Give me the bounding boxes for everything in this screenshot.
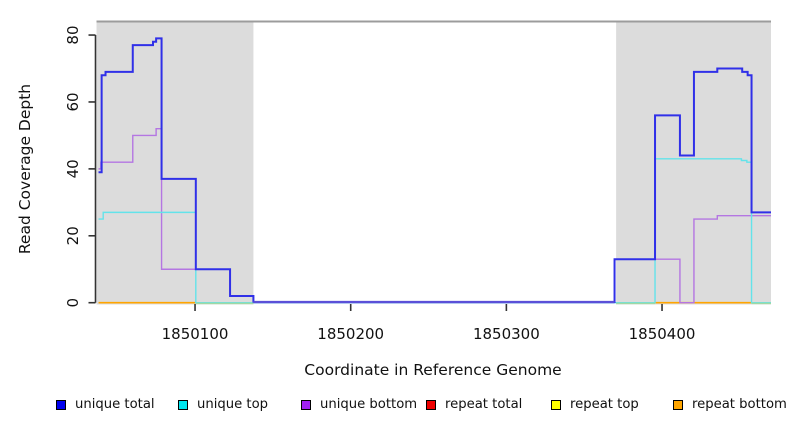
y-tick-label: 20 xyxy=(64,226,82,245)
legend-swatch-repeat-total xyxy=(426,400,436,410)
legend-swatch-unique-bottom xyxy=(301,400,311,410)
legend-swatch-unique-total xyxy=(56,400,66,410)
legend-item-unique-top: unique top xyxy=(178,396,268,414)
legend-label: unique bottom xyxy=(320,397,418,412)
x-axis-title: Coordinate in Reference Genome xyxy=(304,361,561,379)
chart-legend: unique total unique top unique bottom repea… xyxy=(0,396,792,416)
x-tick-label: 1850200 xyxy=(317,325,384,343)
legend-label: unique total xyxy=(75,397,155,412)
series-line-unique-total xyxy=(98,37,771,304)
legend-label: repeat total xyxy=(445,397,523,412)
legend-swatch-repeat-top xyxy=(551,400,561,410)
legend-item-repeat-bottom: repeat bottom xyxy=(673,396,787,414)
legend-label: repeat top xyxy=(570,397,639,412)
x-tick-label: 1850100 xyxy=(162,325,229,343)
x-tick-label: 1850300 xyxy=(473,325,540,343)
legend-item-repeat-total: repeat total xyxy=(426,396,522,414)
legend-item-unique-total: unique total xyxy=(56,396,155,414)
legend-item-unique-bottom: unique bottom xyxy=(301,396,417,414)
legend-swatch-unique-top xyxy=(178,400,188,410)
shaded-repeat-region xyxy=(96,22,254,305)
y-axis-title: Read Coverage Depth xyxy=(16,84,34,254)
legend-item-repeat-top: repeat top xyxy=(551,396,639,414)
legend-swatch-repeat-bottom xyxy=(673,400,683,410)
y-tick-label: 40 xyxy=(64,159,82,178)
x-tick-label: 1850400 xyxy=(629,325,696,343)
y-tick-label: 60 xyxy=(64,92,82,111)
y-tick-label: 0 xyxy=(64,298,82,308)
legend-label: unique top xyxy=(197,397,269,412)
legend-label: repeat bottom xyxy=(692,397,787,412)
y-tick-label: 80 xyxy=(64,26,82,45)
